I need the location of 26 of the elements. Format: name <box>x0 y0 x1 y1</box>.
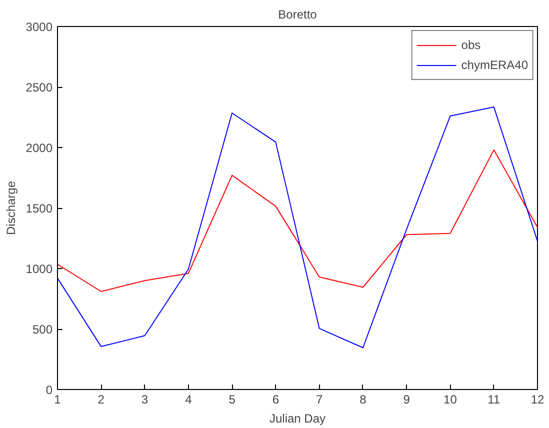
x-axis-title: Julian Day <box>269 412 326 426</box>
y-tick-label: 1500 <box>26 202 53 216</box>
x-tick-label: 12 <box>530 392 544 406</box>
x-tick-label: 1 <box>54 392 62 406</box>
x-tick-label: 4 <box>185 392 192 406</box>
x-tick-label: 5 <box>228 392 236 406</box>
x-tick-label: 8 <box>360 392 367 406</box>
legend-label: chymERA40 <box>461 58 528 72</box>
chart-title: Boretto <box>278 8 318 22</box>
line-series <box>58 149 538 292</box>
y-tick-label: 500 <box>32 322 53 336</box>
x-tick-label: 11 <box>488 392 500 406</box>
x-tick-label: 9 <box>403 392 410 406</box>
x-tick-label: 6 <box>272 392 280 406</box>
y-tick-label: 3000 <box>26 20 53 34</box>
line-series <box>58 106 538 348</box>
y-axis-title: Discharge <box>4 180 18 236</box>
x-tick-label: 7 <box>316 392 323 406</box>
y-tick-label: 2000 <box>26 141 53 155</box>
y-tick-label: 2500 <box>26 80 53 94</box>
y-tick-label: 0 <box>46 383 53 397</box>
x-tick-label: 3 <box>141 392 148 406</box>
x-tick-label: 2 <box>98 392 105 406</box>
y-tick-label: 1000 <box>26 262 53 276</box>
x-tick-label: 10 <box>444 392 458 406</box>
legend-label: obs <box>461 38 482 52</box>
